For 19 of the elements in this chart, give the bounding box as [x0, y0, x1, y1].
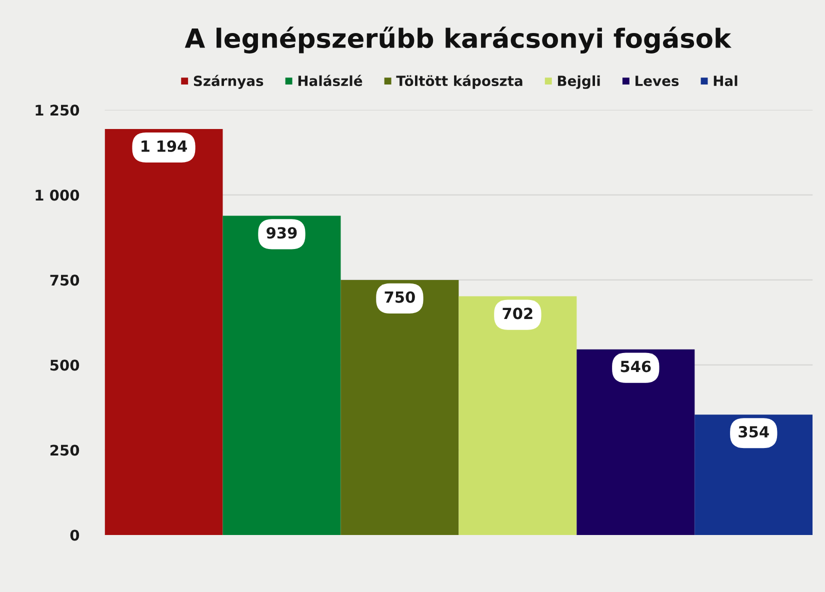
legend-label: Bejgli — [558, 75, 600, 89]
data-label: 702 — [502, 308, 532, 320]
legend-label: Szárnyas — [194, 74, 264, 89]
y-tick-label: 1 000 — [36, 190, 80, 201]
legend-label: Hal — [714, 75, 738, 86]
data-label: 354 — [738, 426, 769, 438]
legend-label: Halászlé — [298, 74, 362, 86]
data-label: 939 — [266, 227, 297, 239]
y-tick-label: 750 — [50, 274, 80, 286]
data-label: 546 — [620, 360, 651, 372]
y-tick-label: 250 — [50, 444, 80, 456]
data-label: 1 194 — [142, 140, 187, 152]
data-label: 750 — [384, 291, 415, 303]
y-tick-label: 0 — [70, 530, 80, 541]
chart-title: A legnépszerűbb karácsonyi fogások — [184, 26, 732, 54]
y-tick-label: 1 250 — [36, 104, 80, 116]
legend-label: Leves — [636, 76, 679, 86]
y-tick-label: 500 — [50, 360, 80, 371]
legend-label: Töltött káposzta — [396, 74, 522, 89]
